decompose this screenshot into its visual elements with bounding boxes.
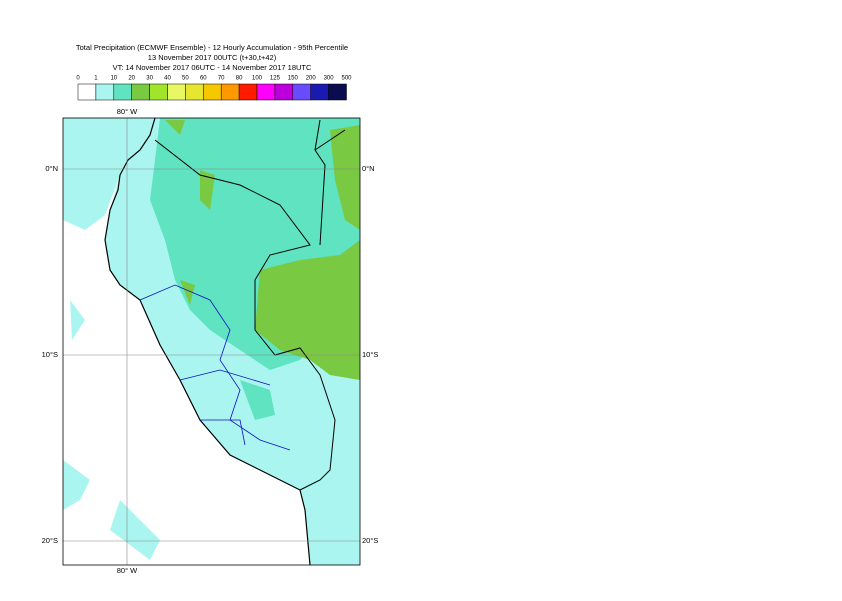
lon-label: 80° W [117, 107, 138, 116]
title-line: Total Precipitation (ECMWF Ensemble) - 1… [76, 43, 348, 52]
legend-label: 40 [164, 76, 171, 82]
lat-label: 10°S [362, 350, 378, 359]
legend-swatch [131, 83, 150, 101]
legend-label: 1 [94, 76, 98, 82]
lat-label: 20°S [42, 536, 58, 545]
lat-label: 0°N [362, 164, 375, 173]
legend-swatch [238, 83, 258, 101]
legend-swatch [292, 83, 311, 101]
legend-label: 150 [288, 76, 299, 82]
legend-label: 60 [200, 76, 207, 82]
legend-label: 50 [182, 76, 189, 82]
legend-swatch [95, 83, 115, 101]
legend-label: 20 [128, 76, 135, 82]
legend-label: 500 [341, 76, 352, 82]
lon-label: 80° W [117, 566, 138, 575]
map-area [63, 118, 360, 565]
legend-swatch [256, 83, 276, 101]
legend-swatch [310, 83, 329, 101]
legend-label: 300 [324, 76, 335, 82]
legend-swatch [167, 83, 186, 101]
legend-swatch [77, 83, 97, 101]
legend-label: 70 [218, 76, 225, 82]
legend-swatch [274, 83, 294, 101]
legend-label: 30 [146, 76, 153, 82]
legend-label: 100 [252, 76, 263, 82]
map-frame [62, 117, 361, 566]
legend-swatch [149, 83, 168, 101]
title-line: 13 November 2017 00UTC (t+30,t+42) [148, 53, 277, 62]
legend-swatch [220, 83, 240, 101]
lat-label: 10°S [42, 350, 58, 359]
legend-swatch [328, 83, 347, 101]
legend-label: 0 [76, 76, 80, 82]
legend-swatch [203, 83, 222, 101]
lat-label: 20°S [362, 536, 378, 545]
legend-label: 125 [270, 76, 281, 82]
legend-swatch [113, 83, 132, 101]
legend-label: 80 [236, 76, 243, 82]
legend-label: 200 [306, 76, 317, 82]
title-line: VT: 14 November 2017 06UTC - 14 November… [113, 63, 312, 72]
lat-label: 0°N [45, 164, 58, 173]
legend-label: 10 [110, 76, 117, 82]
legend-swatch [185, 83, 204, 101]
